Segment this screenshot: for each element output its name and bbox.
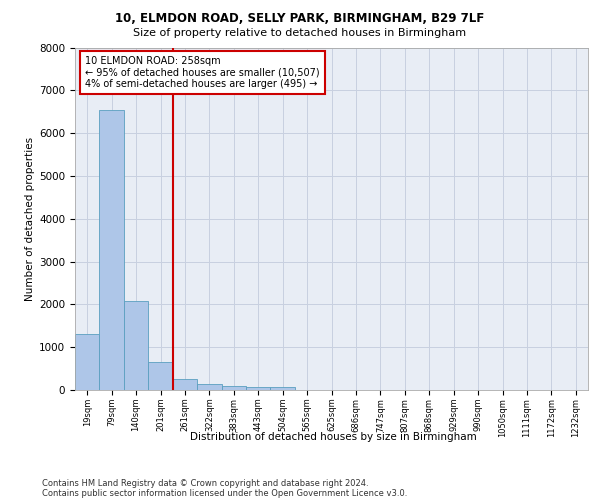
Bar [75,334,100,390]
Bar [197,384,221,390]
Text: Size of property relative to detached houses in Birmingham: Size of property relative to detached ho… [133,28,467,38]
Text: 10, ELMDON ROAD, SELLY PARK, BIRMINGHAM, B29 7LF: 10, ELMDON ROAD, SELLY PARK, BIRMINGHAM,… [115,12,485,26]
Text: 10 ELMDON ROAD: 258sqm
← 95% of detached houses are smaller (10,507)
4% of semi-: 10 ELMDON ROAD: 258sqm ← 95% of detached… [85,56,320,90]
Bar [246,388,271,390]
Bar [124,301,148,390]
Bar [148,362,173,390]
Text: Distribution of detached houses by size in Birmingham: Distribution of detached houses by size … [190,432,476,442]
Bar [221,386,246,390]
Text: Contains HM Land Registry data © Crown copyright and database right 2024.: Contains HM Land Registry data © Crown c… [42,478,368,488]
Y-axis label: Number of detached properties: Number of detached properties [25,136,35,301]
Bar [100,110,124,390]
Bar [173,379,197,390]
Bar [271,388,295,390]
Text: Contains public sector information licensed under the Open Government Licence v3: Contains public sector information licen… [42,488,407,498]
